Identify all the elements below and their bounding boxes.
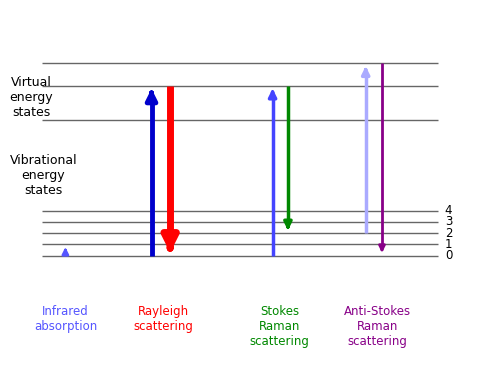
Text: 0: 0 [444,249,451,262]
Text: Stokes
Raman
scattering: Stokes Raman scattering [249,305,309,348]
Text: 3: 3 [444,215,451,228]
Text: 2: 2 [444,227,452,239]
Text: Rayleigh
scattering: Rayleigh scattering [133,305,193,332]
Text: Vibrational
energy
states: Vibrational energy states [10,154,77,197]
Text: 1: 1 [444,238,452,251]
Text: Virtual
energy
states: Virtual energy states [10,76,53,118]
Text: Anti-Stokes
Raman
scattering: Anti-Stokes Raman scattering [343,305,410,348]
Text: 4: 4 [444,204,452,217]
Text: Infrared
absorption: Infrared absorption [34,305,97,332]
